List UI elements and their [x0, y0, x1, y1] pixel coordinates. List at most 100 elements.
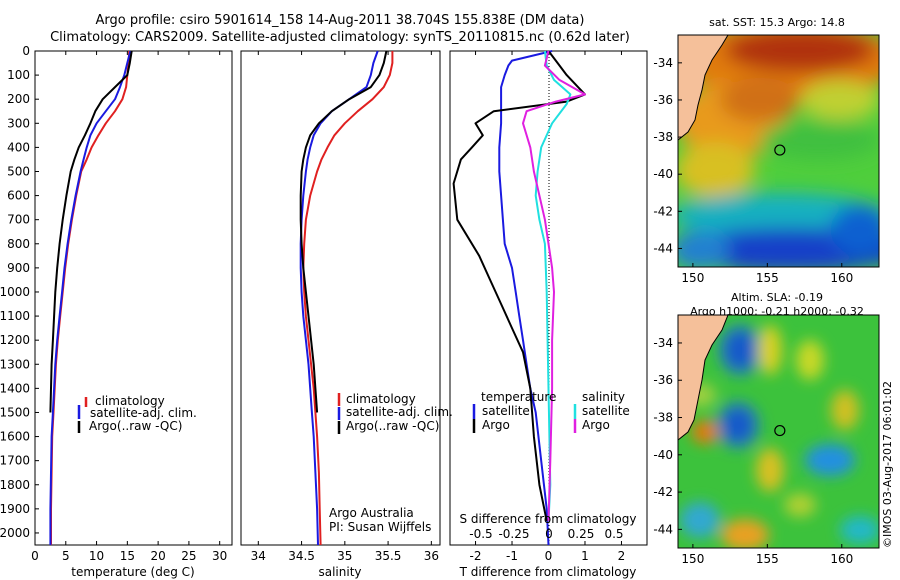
argo-location-marker — [774, 424, 786, 437]
depth-tick-label: 700 — [7, 213, 30, 227]
difference-panel: -2 -1 0 1 2 temperature salinity satellite A… — [452, 50, 637, 579]
difference-series — [452, 50, 586, 546]
imos-timestamp: ©IMOS 03-Aug-2017 06:01:02 — [881, 381, 894, 548]
x-tick-label: 10 — [89, 549, 104, 563]
depth-tick-label: 400 — [7, 140, 30, 154]
temperature-panel: 0 5 10 15 20 25 30 climatology satellite-adj. … — [31, 50, 227, 579]
map-y-tick-label: -44 — [653, 522, 673, 536]
series-t-argo — [452, 50, 586, 522]
depth-tick-label: 1600 — [0, 430, 30, 444]
difference-legend: temperature salinity satellite Argo sate… — [472, 390, 630, 433]
sst-map: sat. SST: 15.3 Argo: 14.8 150 155 160 -34 -3… — [653, 16, 880, 285]
map-y-tick-label: -34 — [653, 56, 673, 70]
argo-location-marker — [774, 144, 786, 156]
sla-map-axes: 150 155 160 -34 -36 -38 -40 -42 -44 — [653, 336, 853, 566]
legend-label-argo: Argo(..raw -QC) — [346, 419, 439, 433]
depth-tick-label: 300 — [7, 116, 30, 130]
map-y-tick-label: -38 — [653, 411, 673, 425]
legend-label-satellite: satellite-adj. clim. — [346, 405, 453, 419]
sst-map-axes: 150 155 160 -34 -36 -38 -40 -42 -44 — [653, 56, 853, 285]
legend-header-temperature: temperature — [481, 390, 556, 404]
depth-tick-label: 1200 — [0, 333, 30, 347]
map-y-tick-label: -40 — [653, 167, 673, 181]
series-satellite-adj-clim- — [49, 50, 132, 545]
legend-label-s-argo: Argo — [582, 418, 610, 432]
sla-map: Altim. SLA: -0.19 Argo h1000: -0.21 h200… — [653, 291, 880, 566]
x-tick-label: 34 — [251, 549, 266, 563]
legend-label-argo: Argo(..raw -QC) — [89, 419, 182, 433]
depth-tick-label: 1900 — [0, 502, 30, 516]
salinity-panel-frame — [240, 50, 441, 546]
x-tick-label: 0 — [545, 549, 553, 563]
temperature-x-axis: 0 5 10 15 20 25 30 — [31, 51, 227, 563]
legend-label-t-satellite: satellite — [482, 404, 530, 418]
salinity-x-axis: 34 34.5 35 35.5 36 — [251, 51, 439, 563]
annotation-line1: Argo Australia — [329, 506, 414, 520]
series-argo-raw-qc- — [49, 50, 133, 413]
annotation-line2: PI: Susan Wijffels — [329, 520, 431, 534]
salinity-series — [299, 50, 394, 546]
temperature-panel-frame — [34, 50, 233, 546]
map-y-tick-label: -42 — [653, 485, 673, 499]
x-tick-label: 1 — [581, 549, 589, 563]
t-difference-label: T difference from climatology — [459, 565, 637, 579]
map-y-tick-label: -44 — [653, 241, 673, 255]
depth-tick-label: 100 — [7, 68, 30, 82]
map-y-tick-label: -36 — [653, 93, 673, 107]
x-tick-label: 0 — [31, 549, 39, 563]
depth-axis: 0 100 200 300 400 500 600 700 800 900 1000 1100 1200… — [0, 44, 39, 540]
legend-label-climatology: climatology — [95, 394, 165, 408]
s-tick-label: -0.5 — [469, 527, 492, 541]
s-tick-label: -0.25 — [498, 527, 529, 541]
salinity-legend: climatology satellite-adj. clim. Argo(..… — [337, 392, 453, 434]
depth-tick-label: 900 — [7, 261, 30, 275]
depth-tick-label: 1000 — [0, 285, 30, 299]
depth-tick-label: 500 — [7, 164, 30, 178]
x-tick-label: -1 — [506, 549, 518, 563]
series-climatology — [302, 51, 394, 546]
x-tick-label: 2 — [618, 549, 626, 563]
map-y-tick-label: -34 — [653, 336, 673, 350]
depth-tick-label: 1700 — [0, 454, 30, 468]
series-s-argo — [522, 50, 586, 521]
header-title: Argo profile: csiro 5901614_158 14-Aug-2… — [96, 13, 585, 28]
sla-map-title: Altim. SLA: -0.19 — [731, 291, 823, 304]
x-tick-label: 35.5 — [375, 549, 402, 563]
depth-tick-label: 2000 — [0, 526, 30, 540]
s-difference-label: S difference from climatology — [460, 512, 637, 526]
map-x-tick-label: 150 — [681, 271, 704, 285]
x-tick-label: 5 — [62, 549, 70, 563]
map-x-tick-label: 150 — [681, 552, 704, 566]
x-tick-label: 15 — [120, 549, 135, 563]
depth-tick-label: 600 — [7, 189, 30, 203]
depth-tick-label: 1800 — [0, 478, 30, 492]
series-argo-raw-qc- — [299, 50, 388, 413]
map-x-tick-label: 160 — [830, 271, 853, 285]
legend-label-climatology: climatology — [346, 392, 416, 406]
temperature-series — [49, 50, 133, 545]
salinity-x-label: salinity — [318, 565, 361, 579]
x-tick-label: 30 — [212, 549, 227, 563]
map-y-tick-label: -42 — [653, 204, 673, 218]
depth-tick-label: 0 — [22, 44, 30, 58]
map-y-tick-label: -38 — [653, 130, 673, 144]
depth-tick-label: 200 — [7, 92, 30, 106]
temperature-legend: climatology satellite-adj. clim. Argo(..… — [77, 394, 197, 433]
depth-tick-label: 1300 — [0, 357, 30, 371]
header-subtitle: Climatology: CARS2009. Satellite-adjuste… — [50, 30, 630, 45]
salinity-panel: 34 34.5 35 35.5 36 climatology satellite-adj… — [251, 50, 453, 579]
depth-tick-label: 1500 — [0, 405, 30, 419]
depth-tick-label: 800 — [7, 237, 30, 251]
map-y-tick-label: -40 — [653, 448, 673, 462]
series-t-satellite — [498, 50, 553, 546]
s-tick-label: 0 — [545, 527, 553, 541]
sst-map-frame — [677, 34, 880, 268]
depth-tick-label: 1400 — [0, 381, 30, 395]
depth-tick-label: 1100 — [0, 309, 30, 323]
legend-label-satellite: satellite-adj. clim. — [90, 406, 197, 420]
map-x-tick-label: 160 — [830, 552, 853, 566]
x-tick-label: 34.5 — [288, 549, 315, 563]
series-s-satellite — [534, 50, 572, 521]
x-tick-label: 20 — [150, 549, 165, 563]
